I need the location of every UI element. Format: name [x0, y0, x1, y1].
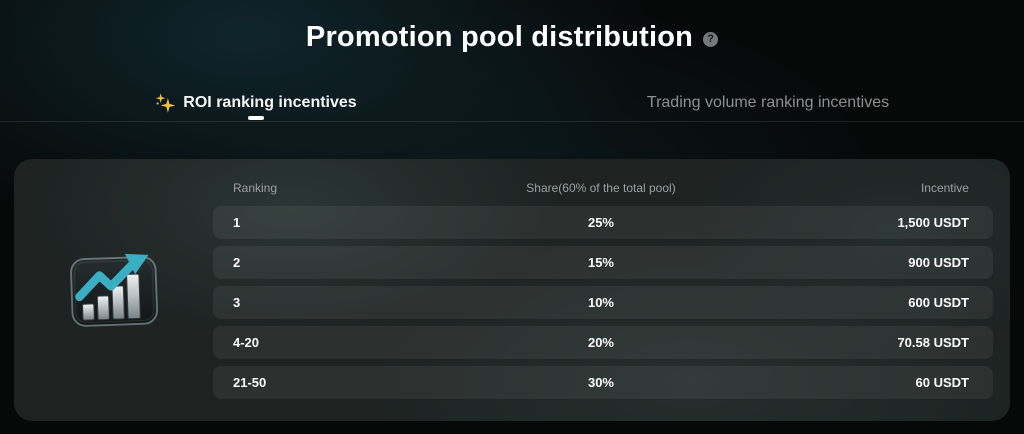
page-title: Promotion pool distribution: [305, 21, 694, 53]
table-body: 1 25% 1,500 USDT 2 15% 900 USDT 3 10% 60…: [213, 206, 993, 399]
active-tab-indicator: [248, 116, 264, 120]
table-row: 2 15% 900 USDT: [213, 246, 993, 279]
col-share: Share(60% of the total pool): [526, 181, 676, 195]
col-ranking: Ranking: [233, 181, 278, 195]
cell-share: 20%: [587, 335, 614, 350]
promotion-pool-card: Ranking Share(60% of the total pool) Inc…: [14, 159, 1010, 421]
tab-roi-ranking-incentives[interactable]: ROI ranking incentives: [0, 85, 512, 121]
rising-bar-chart-icon: [69, 253, 158, 327]
cell-incentive: 70.58 USDT: [897, 335, 969, 350]
chart-icon-wrap: [14, 249, 213, 331]
table-row: 3 10% 600 USDT: [213, 286, 993, 319]
table-row: 21-50 30% 60 USDT: [213, 366, 993, 399]
cell-ranking: 3: [233, 295, 241, 310]
cell-ranking: 1: [233, 215, 241, 230]
cell-ranking: 2: [233, 255, 241, 270]
table-row: 1 25% 1,500 USDT: [213, 206, 993, 239]
table-header: Ranking Share(60% of the total pool) Inc…: [213, 181, 993, 195]
sparkles-icon: [156, 93, 176, 113]
cell-share: 30%: [587, 375, 614, 390]
col-incentive: Incentive: [920, 181, 969, 195]
tab-trading-volume-ranking-incentives[interactable]: Trading volume ranking incentives: [512, 85, 1024, 121]
cell-share: 15%: [587, 255, 614, 270]
cell-incentive: 900 USDT: [908, 255, 969, 270]
distribution-table: Ranking Share(60% of the total pool) Inc…: [213, 181, 1010, 399]
cell-share: 25%: [587, 215, 614, 230]
cell-ranking: 4-20: [233, 335, 260, 350]
cell-incentive: 60 USDT: [915, 375, 969, 390]
tab-label-roi: ROI ranking incentives: [183, 94, 357, 111]
tab-bar: ROI ranking incentives Trading volume ra…: [0, 85, 1024, 122]
table-row: 4-20 20% 70.58 USDT: [213, 326, 993, 359]
help-icon[interactable]: ?: [703, 32, 719, 47]
cell-share: 10%: [587, 295, 614, 310]
cell-incentive: 1,500 USDT: [897, 215, 969, 230]
page-header: Promotion pool distribution ?: [0, 0, 1024, 54]
cell-incentive: 600 USDT: [908, 295, 969, 310]
tab-label-trading-volume: Trading volume ranking incentives: [646, 94, 890, 111]
cell-ranking: 21-50: [233, 375, 267, 390]
